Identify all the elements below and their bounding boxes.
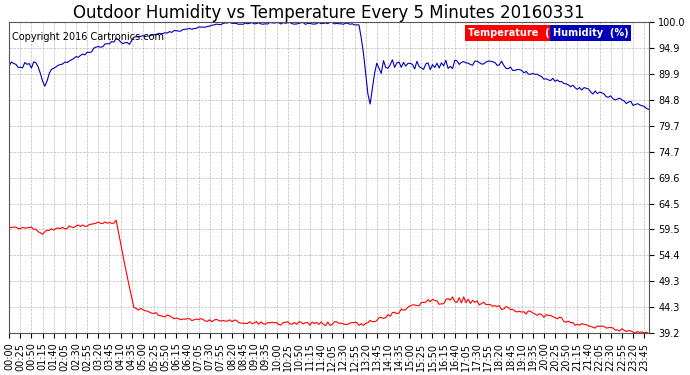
Title: Outdoor Humidity vs Temperature Every 5 Minutes 20160331: Outdoor Humidity vs Temperature Every 5 … <box>73 4 584 22</box>
Text: Humidity  (%): Humidity (%) <box>553 28 629 38</box>
Text: Temperature  (°F): Temperature (°F) <box>469 28 566 38</box>
Text: Copyright 2016 Cartronics.com: Copyright 2016 Cartronics.com <box>12 32 164 42</box>
